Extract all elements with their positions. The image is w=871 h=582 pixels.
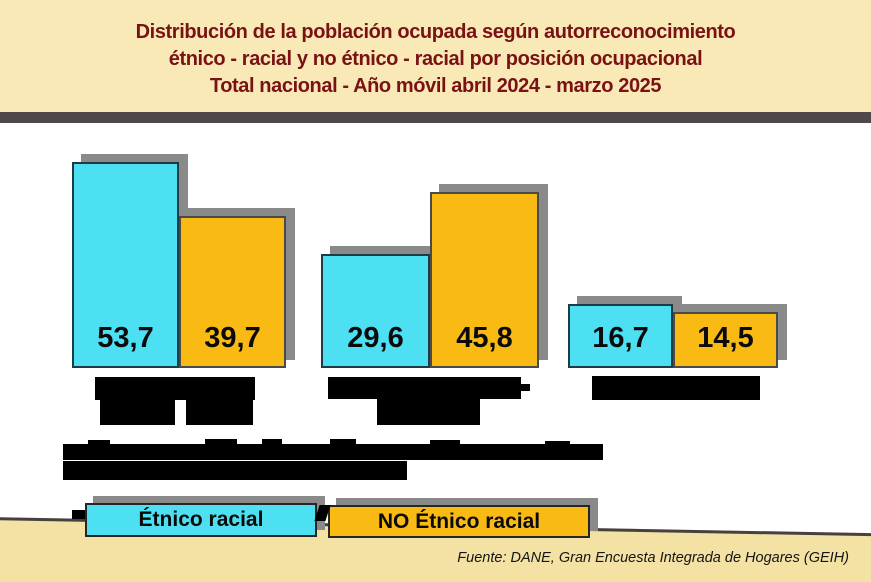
redacted-category-label-3 bbox=[592, 376, 760, 400]
bar-value-label: 29,6 bbox=[347, 322, 404, 354]
title-band: Distribución de la población ocupada seg… bbox=[0, 0, 871, 112]
redacted-note-line-1 bbox=[430, 440, 460, 446]
legend-label-no-etnico-racial: NO Étnico racial bbox=[377, 509, 541, 533]
redacted-note-line-1 bbox=[205, 439, 237, 446]
bar-etnico-racial-group-2: 29,6 bbox=[321, 254, 430, 368]
title-divider bbox=[0, 112, 871, 123]
redacted-note-line-1 bbox=[262, 439, 282, 446]
redacted-note-line-1 bbox=[63, 444, 603, 460]
title-line-3: Total nacional - Año móvil abril 2024 - … bbox=[209, 74, 662, 97]
bar-etnico-racial-group-1: 53,7 bbox=[72, 162, 179, 368]
bar-value-label: 14,5 bbox=[697, 322, 754, 354]
legend-left-mark bbox=[72, 510, 85, 519]
bar-value-label: 45,8 bbox=[456, 322, 513, 354]
redacted-note-line-2 bbox=[63, 461, 407, 480]
page-title: Distribución de la población ocupada seg… bbox=[136, 13, 736, 100]
redacted-category-label-2 bbox=[328, 377, 521, 399]
title-line-1: Distribución de la población ocupada seg… bbox=[135, 20, 736, 43]
redacted-category-label-2 bbox=[514, 384, 530, 391]
redacted-category-label-1 bbox=[186, 400, 253, 425]
legend-label-etnico-racial: Étnico racial bbox=[138, 508, 264, 531]
title-line-2: étnico - racial y no étnico - racial por… bbox=[168, 47, 703, 70]
bar-no-etnico-racial-group-1: 39,7 bbox=[179, 216, 286, 368]
redacted-note-line-1 bbox=[330, 439, 356, 446]
bar-value-label: 16,7 bbox=[592, 322, 649, 354]
bar-no-etnico-racial-group-3: 14,5 bbox=[673, 312, 778, 368]
redacted-category-label-1 bbox=[95, 377, 255, 400]
bar-etnico-racial-group-3: 16,7 bbox=[568, 304, 673, 368]
redacted-note-line-1 bbox=[545, 441, 570, 447]
bar-value-label: 39,7 bbox=[204, 322, 261, 354]
legend-item-etnico-racial: Étnico racial bbox=[85, 503, 317, 537]
legend-item-no-etnico-racial: NO Étnico racial bbox=[328, 505, 590, 538]
redacted-category-label-1 bbox=[100, 400, 175, 425]
source-note: Fuente: DANE, Gran Encuesta Integrada de… bbox=[457, 550, 849, 566]
bar-no-etnico-racial-group-2: 45,8 bbox=[430, 192, 539, 368]
redacted-note-line-1 bbox=[88, 440, 110, 446]
redacted-category-label-2 bbox=[377, 399, 480, 425]
bar-value-label: 53,7 bbox=[97, 322, 154, 354]
